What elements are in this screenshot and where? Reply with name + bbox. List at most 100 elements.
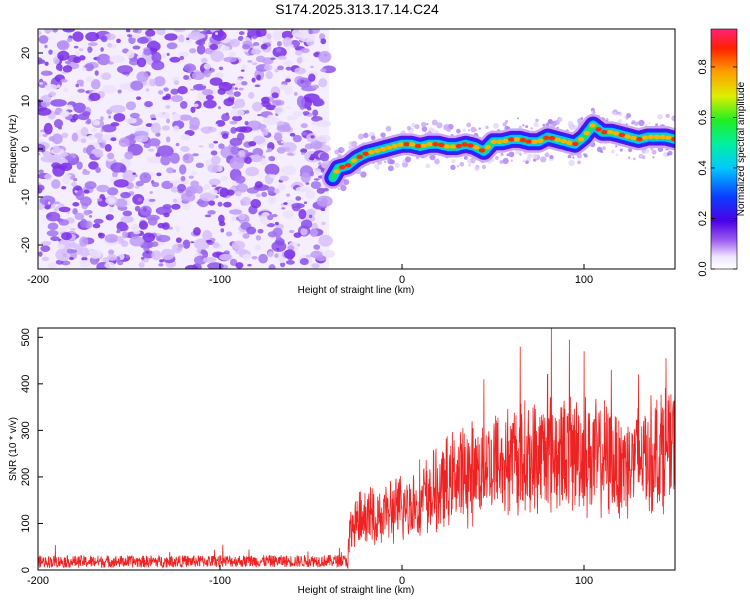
ridge-halo-speckle <box>641 155 646 160</box>
ridge-halo-speckle <box>542 123 546 127</box>
noise-speckle <box>254 244 261 251</box>
noise-speckle <box>223 201 232 208</box>
noise-speckle <box>267 214 274 221</box>
noise-speckle <box>276 146 286 154</box>
noise-speckle <box>203 69 211 78</box>
ridge-halo-speckle <box>370 135 376 141</box>
noise-speckle <box>144 101 153 108</box>
noise-speckle <box>274 68 280 73</box>
ridge-peak <box>408 142 416 147</box>
noise-speckle <box>293 91 298 96</box>
noise-speckle <box>251 255 258 260</box>
noise-speckle <box>153 76 166 87</box>
noise-speckle <box>91 148 104 156</box>
ridge-peak <box>618 132 626 138</box>
noise-speckle <box>277 55 287 60</box>
noise-speckle <box>102 84 117 94</box>
noise-speckle <box>220 228 225 233</box>
noise-speckle <box>143 48 152 56</box>
noise-speckle <box>100 128 104 133</box>
noise-speckle <box>44 44 48 49</box>
noise-speckle <box>209 43 219 51</box>
noise-speckle <box>254 181 263 189</box>
noise-speckle <box>96 53 111 66</box>
noise-speckle <box>81 256 88 261</box>
noise-speckle <box>62 65 73 73</box>
noise-speckle <box>241 196 252 206</box>
noise-speckle <box>129 112 140 119</box>
noise-speckle <box>101 124 117 133</box>
noise-speckle <box>133 230 141 235</box>
noise-speckle <box>157 145 174 158</box>
noise-speckle <box>73 45 79 49</box>
noise-speckle <box>80 218 88 229</box>
noise-speckle <box>323 187 329 192</box>
ridge-peak <box>478 148 486 153</box>
noise-speckle <box>203 63 212 70</box>
noise-speckle <box>241 64 247 70</box>
noise-speckle <box>292 134 302 143</box>
noise-speckle <box>40 155 58 163</box>
noise-speckle <box>213 140 219 144</box>
noise-speckle <box>217 201 223 207</box>
noise-speckle <box>211 155 221 165</box>
ridge-peak <box>554 137 561 142</box>
noise-speckle <box>40 70 53 76</box>
ridge-peak <box>560 139 567 144</box>
noise-speckle <box>138 220 149 230</box>
noise-speckle <box>302 111 310 115</box>
noise-speckle <box>300 227 308 236</box>
ridge-halo-speckle <box>406 125 412 131</box>
noise-speckle <box>300 123 308 129</box>
ridge-halo-speckle <box>591 110 594 114</box>
noise-speckle <box>149 114 156 119</box>
noise-speckle <box>188 175 194 179</box>
noise-speckle <box>147 156 164 164</box>
noise-speckle <box>179 114 192 121</box>
ridge-peak <box>548 135 556 141</box>
noise-speckle <box>161 180 174 190</box>
noise-speckle <box>72 202 80 207</box>
chart-title: S174.2025.313.17.14.C24 <box>275 1 439 17</box>
noise-speckle <box>242 44 251 50</box>
spectrogram-x-label: Height of straight line (km) <box>298 285 415 296</box>
spectrogram-noise <box>38 29 336 269</box>
noise-speckle <box>320 208 326 212</box>
spectrogram-x-tick-label: 0 <box>399 274 405 286</box>
noise-speckle <box>49 179 54 182</box>
ridge-halo-speckle <box>456 128 461 134</box>
noise-speckle <box>308 73 316 82</box>
ridge-peak <box>420 143 428 148</box>
noise-speckle <box>38 30 42 36</box>
noise-speckle <box>38 35 49 44</box>
noise-speckle <box>281 165 297 176</box>
ridge-halo-speckle <box>651 149 657 155</box>
noise-speckle <box>163 212 170 218</box>
ridge-peak <box>449 144 457 149</box>
noise-speckle <box>294 67 307 75</box>
noise-speckle <box>162 53 167 59</box>
noise-speckle <box>142 250 155 259</box>
ridge-peak <box>432 142 439 147</box>
colorbar-frame <box>710 28 738 270</box>
noise-speckle <box>248 92 255 99</box>
ridge-peak <box>484 144 492 150</box>
noise-speckle <box>83 189 90 194</box>
noise-speckle <box>236 183 248 193</box>
noise-speckle <box>132 172 136 176</box>
noise-speckle <box>211 30 227 41</box>
noise-speckle <box>122 210 133 217</box>
noise-speckle <box>283 202 288 205</box>
noise-speckle <box>192 153 199 157</box>
noise-speckle <box>309 228 319 237</box>
noise-speckle <box>171 95 184 103</box>
noise-speckle <box>139 172 152 184</box>
noise-speckle <box>38 131 43 138</box>
ridge-peak <box>496 139 503 144</box>
noise-speckle <box>285 260 295 265</box>
noise-speckle <box>218 143 225 149</box>
noise-speckle <box>219 187 229 198</box>
spectrogram-y-tick-label: 0 <box>20 146 32 152</box>
noise-speckle <box>187 32 205 41</box>
noise-speckle <box>244 120 249 126</box>
